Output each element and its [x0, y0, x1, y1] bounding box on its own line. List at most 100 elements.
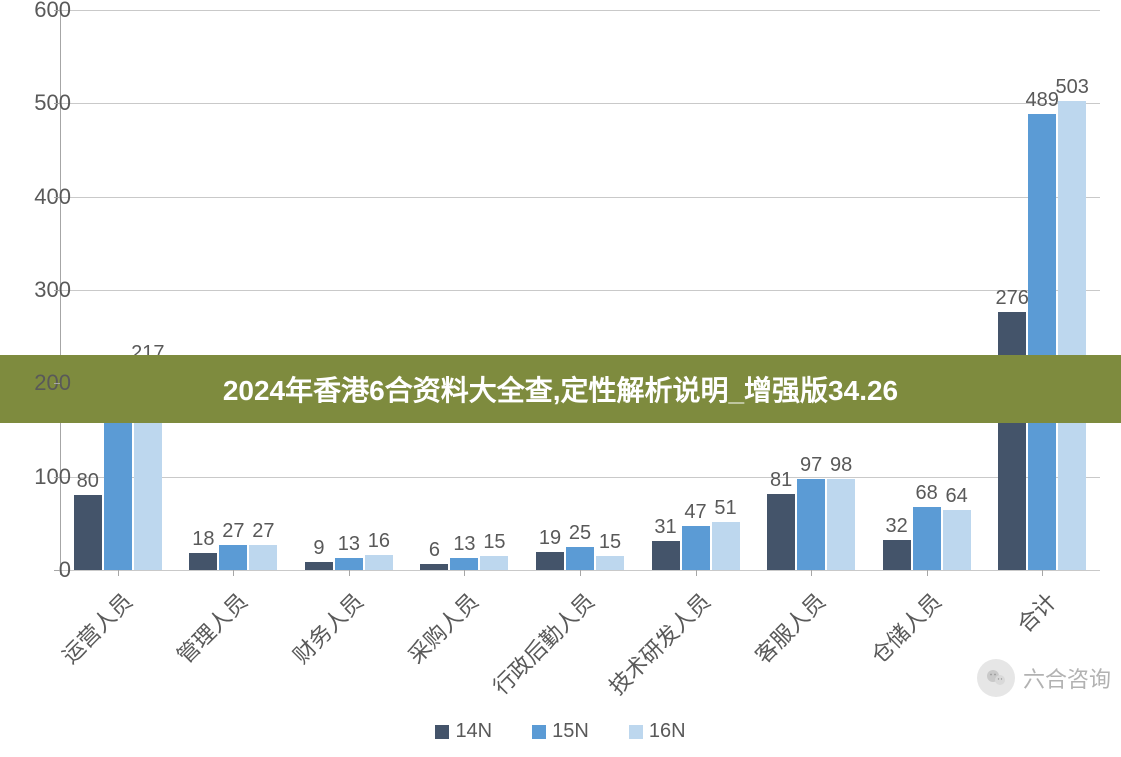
x-tick-mark: [811, 570, 812, 576]
x-tick-mark: [696, 570, 697, 576]
y-tick-mark: [54, 570, 60, 571]
y-tick-label: 500: [21, 90, 71, 116]
bar-value-label: 19: [539, 527, 561, 550]
bar-group: 61315: [420, 556, 508, 570]
bar-value-label: 276: [996, 287, 1029, 310]
bar-group: 182727: [189, 545, 277, 570]
bar-value-label: 27: [222, 520, 244, 543]
plot-area: 8019921718272791316613151925153147518197…: [60, 10, 1100, 570]
y-tick-label: 600: [21, 0, 71, 23]
x-axis-label: 合计: [1009, 585, 1063, 639]
y-tick-label: 200: [21, 370, 71, 396]
bar-group: 314751: [652, 522, 740, 570]
x-axis-label: 技术研发人员: [600, 585, 716, 701]
gridline: [60, 10, 1100, 11]
x-tick-mark: [580, 570, 581, 576]
y-tick-mark: [54, 477, 60, 478]
overlay-banner: 2024年香港6合资料大全查,定性解析说明_增强版34.26: [0, 355, 1121, 423]
watermark: 六合咨询: [977, 659, 1111, 697]
bar: 27: [249, 545, 277, 570]
bar: 9: [305, 562, 333, 570]
wechat-icon-svg: [984, 666, 1008, 690]
x-tick-mark: [233, 570, 234, 576]
bar-value-label: 64: [946, 485, 968, 508]
bar: 25: [566, 547, 594, 570]
legend-label: 14N: [455, 720, 492, 743]
y-tick-mark: [54, 10, 60, 11]
x-axis-label: 采购人员: [400, 585, 485, 670]
x-axis-label: 客服人员: [747, 585, 832, 670]
bar-value-label: 9: [313, 537, 324, 560]
bar-group: 192515: [536, 547, 624, 570]
y-tick-mark: [54, 103, 60, 104]
legend-swatch: [435, 725, 449, 739]
legend-label: 16N: [649, 720, 686, 743]
x-tick-mark: [118, 570, 119, 576]
x-tick-mark: [464, 570, 465, 576]
x-tick-mark: [1042, 570, 1043, 576]
bar-value-label: 15: [599, 531, 621, 554]
x-axis-label: 运营人员: [54, 585, 139, 670]
y-tick-mark: [54, 383, 60, 384]
x-axis-label: 仓储人员: [862, 585, 947, 670]
bar: 18: [189, 553, 217, 570]
bar: 13: [335, 558, 363, 570]
bar-value-label: 489: [1026, 89, 1059, 112]
bar-value-label: 31: [654, 516, 676, 539]
bar-value-label: 51: [714, 497, 736, 520]
x-axis-label: 行政后勤人员: [485, 585, 601, 701]
bar-group: 326864: [883, 507, 971, 570]
bar-value-label: 27: [252, 520, 274, 543]
gridline: [60, 290, 1100, 291]
chart-legend: 14N 15N 16N: [0, 720, 1121, 743]
bar: 6: [420, 564, 448, 570]
y-tick-label: 400: [21, 184, 71, 210]
bar: 64: [943, 510, 971, 570]
y-tick-mark: [54, 290, 60, 291]
wechat-icon: [977, 659, 1015, 697]
bar-value-label: 16: [368, 530, 390, 553]
bar-value-label: 503: [1056, 76, 1089, 99]
bar-value-label: 13: [338, 533, 360, 556]
bar-value-label: 97: [800, 454, 822, 477]
bar: 47: [682, 526, 710, 570]
x-axis-labels: 运营人员管理人员财务人员采购人员行政后勤人员技术研发人员客服人员仓储人员合计: [60, 580, 1100, 710]
y-tick-label: 300: [21, 277, 71, 303]
bar: 13: [450, 558, 478, 570]
gridline: [60, 103, 1100, 104]
bar-value-label: 80: [77, 470, 99, 493]
gridline: [60, 477, 1100, 478]
y-tick-label: 0: [21, 557, 71, 583]
bar: 80: [74, 495, 102, 570]
legend-swatch: [532, 725, 546, 739]
bar: 32: [883, 540, 911, 570]
watermark-text: 六合咨询: [1023, 662, 1111, 694]
bar: 15: [596, 556, 624, 570]
bar-value-label: 15: [483, 531, 505, 554]
bar: 16: [365, 555, 393, 570]
bar-value-label: 32: [886, 515, 908, 538]
y-tick-label: 100: [21, 464, 71, 490]
bar: 98: [827, 479, 855, 570]
bar: 81: [767, 494, 795, 570]
x-axis-label: 管理人员: [169, 585, 254, 670]
legend-label: 15N: [552, 720, 589, 743]
y-tick-mark: [54, 197, 60, 198]
bar-value-label: 81: [770, 469, 792, 492]
bar-value-label: 6: [429, 539, 440, 562]
legend-item: 15N: [532, 720, 589, 743]
bar: 276: [998, 312, 1026, 570]
chart-plot-area: 8019921718272791316613151925153147518197…: [60, 10, 1100, 570]
bar-value-label: 18: [192, 528, 214, 551]
bar: 15: [480, 556, 508, 570]
bar-value-label: 68: [916, 482, 938, 505]
bar-value-label: 47: [684, 501, 706, 524]
bar-group: 276489503: [998, 101, 1086, 570]
legend-item: 14N: [435, 720, 492, 743]
bar-group: 819798: [767, 479, 855, 570]
bar: 27: [219, 545, 247, 570]
x-tick-mark: [349, 570, 350, 576]
bar: 19: [536, 552, 564, 570]
bar: 68: [913, 507, 941, 570]
bar: 503: [1058, 101, 1086, 570]
